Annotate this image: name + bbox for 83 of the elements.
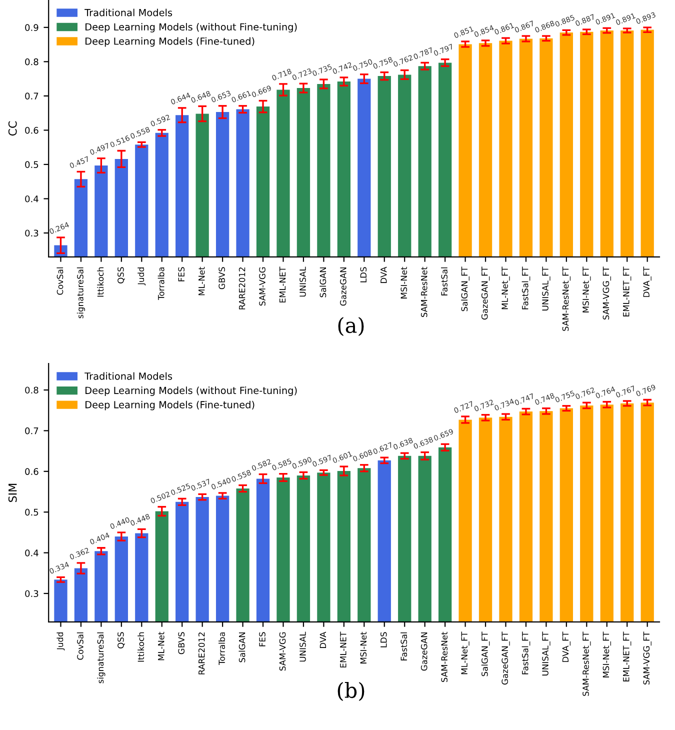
x-tick-label: UNISAL_FT xyxy=(542,632,550,676)
x-tick-label: DVA xyxy=(380,266,387,284)
x-tick-label: FES xyxy=(259,632,266,646)
x-tick-label: SAM-ResNet_FT xyxy=(582,632,591,696)
x-tick-label: SalGAN_FT xyxy=(481,632,490,676)
x-tick-label: SAM-VGG_FT xyxy=(602,266,611,320)
x-tick-label: SalGAN xyxy=(320,268,326,298)
x-tick-label: SAM-ResNet_FT xyxy=(562,266,571,331)
legend-label: Deep Learning Models (Fine-tuned) xyxy=(86,37,254,47)
x-tick-label: FastSal xyxy=(400,632,408,660)
x-tick-label: GazeGAN_FT xyxy=(502,632,510,685)
legend-label: Deep Learning Models (Fine-tuned) xyxy=(86,400,254,410)
y-tick-label: 0.9 xyxy=(25,24,38,31)
x-tick-label: DVA_FT xyxy=(562,632,570,662)
y-tick-label: 0.7 xyxy=(25,92,38,100)
x-tick-label: SalGAN_FT xyxy=(461,266,470,312)
legend-label: Traditional Models xyxy=(84,372,172,380)
x-tick-label: DVA_FT xyxy=(643,266,652,297)
x-tick-label: FastSal_FT xyxy=(522,632,530,674)
x-tick-label: FastSal_FT xyxy=(522,266,530,310)
y-axis-title: SIM xyxy=(8,484,17,502)
x-tick-label: FastSal xyxy=(441,267,448,296)
y-tick-label: 0.6 xyxy=(25,468,38,475)
x-tick-label: DVA xyxy=(320,632,326,648)
x-tick-label: RARE2012 xyxy=(238,268,246,310)
x-tick-label: Judd xyxy=(138,267,146,286)
x-tick-label: Judd xyxy=(56,632,65,650)
x-tick-label: EML-NET xyxy=(279,266,286,302)
x-tick-label: GazeGAN xyxy=(340,268,346,306)
x-tick-label: UNISAL_FT xyxy=(542,266,550,310)
y-tick-label: 0.8 xyxy=(25,58,38,66)
y-tick-label: 0.7 xyxy=(25,427,38,434)
x-tick-label: LDS xyxy=(360,267,367,282)
x-tick-label: GazeGAN_FT xyxy=(481,266,490,320)
y-tick-label: 0.6 xyxy=(25,126,38,134)
y-tick-label: 0.4 xyxy=(25,550,38,556)
y-tick-label: 0.8 xyxy=(25,386,38,394)
x-tick-label: UNISAL xyxy=(300,266,306,297)
x-tick-label: LDS xyxy=(380,632,387,648)
x-tick-label: signatureSal xyxy=(97,632,106,684)
y-axis-title: CC xyxy=(8,121,17,136)
x-tick-label: ML-Net xyxy=(158,632,164,660)
x-tick-label: QSS xyxy=(118,267,125,284)
x-tick-label: SAM-VGG xyxy=(279,632,286,671)
x-tick-label: signatureSal xyxy=(76,267,85,318)
x-tick-label: MSI-Net_FT xyxy=(582,266,591,312)
y-tick-label: 0.3 xyxy=(25,230,38,237)
legend-label: Deep Learning Models (without Fine-tuning) xyxy=(86,386,297,396)
text: (a) xyxy=(338,316,364,336)
x-tick-label: SalGAN xyxy=(238,632,246,662)
y-tick-label: 0.4 xyxy=(25,195,38,202)
x-tick-label: Torralba xyxy=(158,267,164,300)
x-tick-label: MSI-Net xyxy=(360,632,367,664)
x-tick-label: SAM-ResNet xyxy=(420,266,428,317)
x-tick-label: SAM-VGG_FT xyxy=(643,632,652,685)
x-tick-label: MSI-Net_FT xyxy=(602,632,611,678)
x-tick-label: MSI-Net xyxy=(400,266,408,298)
x-tick-label: ML-Net xyxy=(198,266,205,296)
x-tick-label: ML-Net_FT xyxy=(461,632,470,674)
x-tick-label: QSS xyxy=(118,632,125,648)
x-tick-label: EML-NET xyxy=(340,632,346,668)
x-tick-label: EML-NET_FT xyxy=(623,266,632,316)
x-tick-label: Ittikoch xyxy=(138,632,144,662)
x-tick-label: SAM-ResNet xyxy=(441,632,448,682)
y-tick-label: 0.5 xyxy=(25,508,38,516)
x-tick-label: UNISAL xyxy=(300,632,306,662)
x-tick-label: Ittikoch xyxy=(97,267,104,297)
x-tick-label: GBVS xyxy=(218,267,225,290)
x-tick-label: CovSal xyxy=(76,632,84,660)
y-tick-label: 0.5 xyxy=(25,161,38,168)
x-tick-label: GazeGAN xyxy=(420,632,428,671)
x-tick-label: SAM-VGG xyxy=(259,267,266,306)
x-tick-label: EML-NET_FT xyxy=(623,632,632,682)
legend-label: Traditional Models xyxy=(84,8,172,16)
legend-label: Deep Learning Models (without Fine-tuning) xyxy=(86,23,297,32)
x-tick-label: Torralba xyxy=(218,632,225,666)
x-tick-label: GBVS xyxy=(178,632,185,654)
y-tick-label: 0.3 xyxy=(25,590,38,598)
x-tick-label: FES xyxy=(178,267,185,282)
text: (b) xyxy=(338,682,364,702)
x-tick-label: RARE2012 xyxy=(198,632,205,674)
x-tick-label: ML-Net_FT xyxy=(502,266,510,310)
x-tick-label: CovSal xyxy=(56,267,64,295)
